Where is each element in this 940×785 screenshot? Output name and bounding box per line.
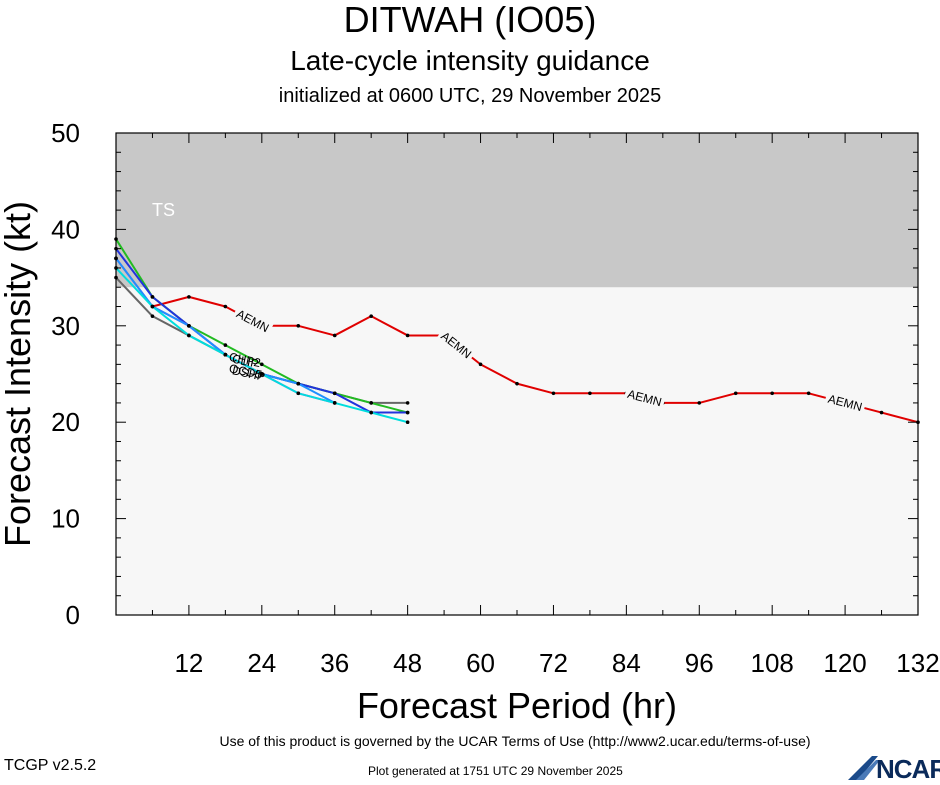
series-point [879,410,884,415]
y-tick-label: 20 [51,407,80,437]
band-label: TS [152,200,175,220]
y-tick-label: 10 [51,504,80,534]
chart-subtitle: Late-cycle intensity guidance [290,45,650,76]
y-tick-label: 50 [51,118,80,148]
x-tick-label: 132 [896,648,939,678]
ncar-logo-text: NCAR [876,754,940,784]
terms-of-use: Use of this product is governed by the U… [219,733,811,749]
series-point [551,391,556,396]
series-point [405,420,410,425]
x-tick-label: 48 [393,648,422,678]
series-point [332,391,337,396]
model-label: OCD5 [228,361,264,382]
series-point [405,333,410,338]
x-tick-label: 12 [174,648,203,678]
series-point [478,362,483,367]
series-point [369,410,373,415]
series-point [369,401,373,405]
series-point [296,324,301,328]
series-point [405,410,410,415]
series-point [332,401,337,405]
series-point [150,295,155,299]
x-tick-label: 60 [466,648,495,678]
series-point [187,295,191,299]
x-tick-label: 72 [539,648,568,678]
x-tick-label: 108 [750,648,793,678]
line-label-bg [231,305,274,337]
series-point [515,381,519,386]
series-point [296,391,301,396]
series-point [405,401,410,405]
generated-timestamp: Plot generated at 1751 UTC 29 November 2… [368,764,623,778]
series-point [150,304,155,309]
x-tick-label: 36 [320,648,349,678]
series-point [223,304,228,309]
series-point [733,391,738,396]
x-tick-label: 120 [823,648,866,678]
version-label: TCGP v2.5.2 [4,757,97,774]
model-label: CLIP [231,352,260,371]
series-point [332,333,337,338]
line-label-bg [436,327,477,363]
series-point [369,314,373,318]
series-point [187,333,191,338]
y-tick-label: 0 [66,600,80,630]
series-point [223,352,228,357]
series-point [187,324,191,328]
x-axis-label: Forecast Period (hr) [357,685,677,726]
y-tick-label: 40 [51,214,80,244]
series-point [588,391,592,396]
line-label-bg [823,391,867,415]
series-point [260,372,264,376]
y-tick-label: 30 [51,311,80,341]
series-point [296,381,301,386]
model-label: DSHP [231,363,267,384]
model-label: CHP2 [228,350,263,370]
chart-title: DITWAH (IO05) [343,0,597,40]
series-point [770,391,774,396]
initialization-time: initialized at 0600 UTC, 29 November 202… [278,85,662,107]
series-point [223,343,228,347]
y-axis-label: Forecast Intensity (kt) [0,201,38,547]
x-tick-label: 96 [685,648,714,678]
series-point [150,314,155,318]
series-point [260,362,264,367]
series-point [697,401,702,405]
x-tick-label: 84 [612,648,641,678]
series-line-0 [152,295,919,424]
series-point [806,391,811,396]
line-label-bg [623,386,666,410]
band-0 [116,133,918,288]
ncar-logo [848,756,880,780]
x-tick-label: 24 [247,648,276,678]
